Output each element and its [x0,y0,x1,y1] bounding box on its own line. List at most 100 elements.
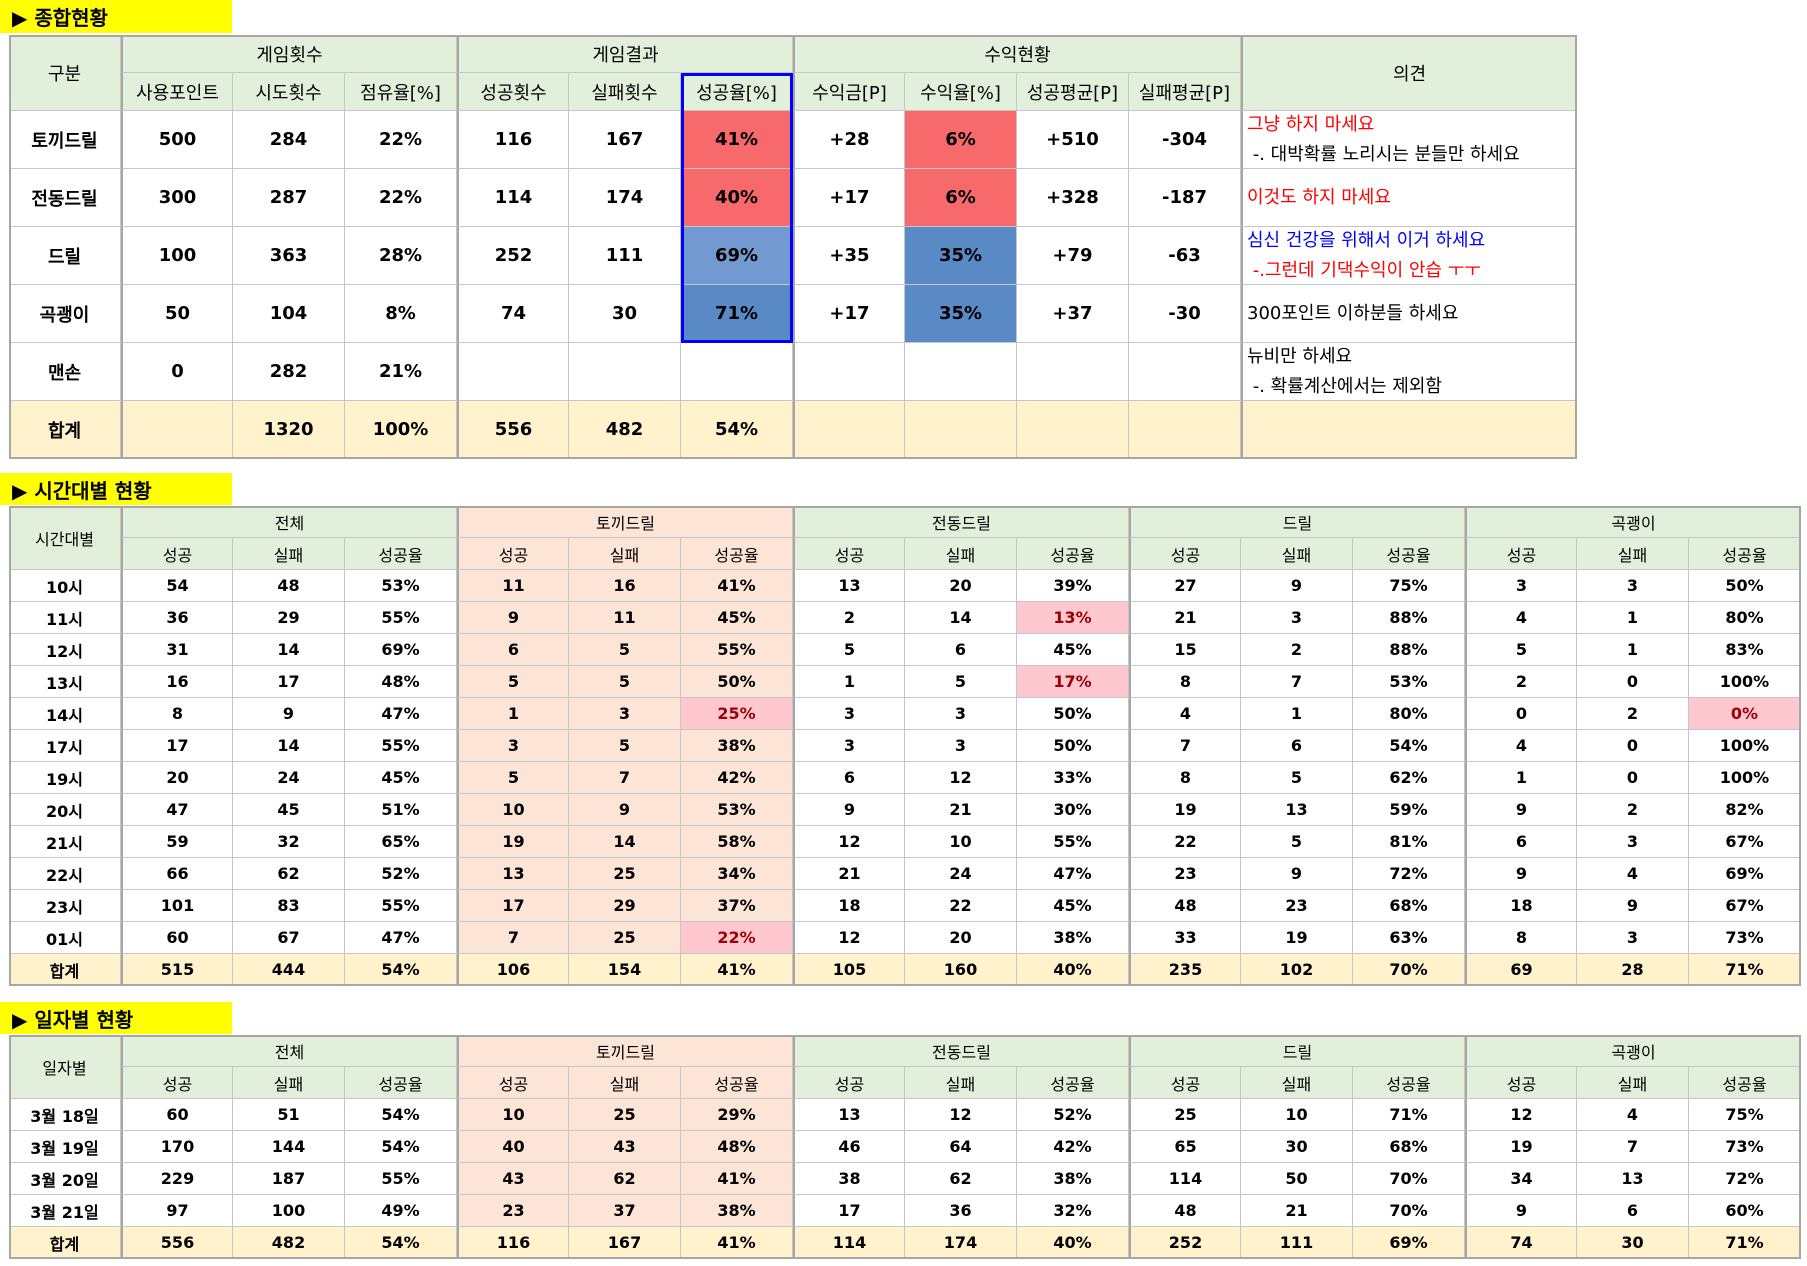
data-cell: 17 [793,1195,905,1227]
data-cell: 17시 [9,730,121,762]
group-header: 게임결과 [457,35,793,73]
data-cell: 74 [1465,1227,1577,1259]
data-cell: 160 [905,954,1017,986]
data-cell: 8 [1129,762,1241,794]
data-cell: 22시 [9,858,121,890]
data-cell: +328 [1017,169,1129,227]
data-cell: 167 [569,111,681,169]
data-cell: 50 [121,285,233,343]
data-cell: 10 [1241,1099,1353,1131]
data-cell: 9 [1241,858,1353,890]
data-cell: 60% [1689,1195,1801,1227]
column-header: 실패 [1577,1067,1689,1099]
data-cell: 3 [1577,570,1689,602]
data-cell: 52% [1017,1099,1129,1131]
data-cell: 29% [681,1099,793,1131]
data-cell: 5 [457,666,569,698]
blank-cell [793,343,905,401]
section-title: ▶ 시간대별 현황 [0,473,232,505]
data-cell: 43 [457,1163,569,1195]
opinion-line: 이것도 하지 마세요 [1247,186,1391,208]
data-cell: 38% [681,1195,793,1227]
data-cell: 22 [1129,826,1241,858]
data-cell: 70% [1353,1195,1465,1227]
data-cell: 5 [569,730,681,762]
data-cell: 3 [1577,922,1689,954]
data-cell: 114 [457,169,569,227]
blank-cell [1129,343,1241,401]
data-cell: 37% [681,890,793,922]
data-cell: 41% [681,1163,793,1195]
data-cell: 9 [457,602,569,634]
data-cell: 31 [121,634,233,666]
opinion-cell: 300포인트 이하분들 하세요 [1241,285,1577,343]
data-cell: 75% [1353,570,1465,602]
data-cell: 35% [905,285,1017,343]
data-cell: 11 [457,570,569,602]
data-cell: 7 [1129,730,1241,762]
data-cell: 81% [1353,826,1465,858]
group-header: 토끼드릴 [457,1035,793,1067]
data-cell: 20 [121,762,233,794]
data-cell: 24 [905,858,1017,890]
data-cell: 9 [1577,890,1689,922]
data-cell: 69% [1689,858,1801,890]
data-cell: 40 [457,1131,569,1163]
data-cell: 54% [345,1131,457,1163]
data-cell: 54 [121,570,233,602]
data-cell: 42% [1017,1131,1129,1163]
column-header: 점유율[%] [345,73,457,111]
data-cell: 17 [233,666,345,698]
data-cell: 71% [1689,954,1801,986]
data-cell: 14 [905,602,1017,634]
data-cell: 21 [1241,1195,1353,1227]
data-cell: 23 [1241,890,1353,922]
data-cell: 4 [1465,602,1577,634]
data-cell: 55% [345,730,457,762]
data-cell: 29 [233,602,345,634]
data-cell: 50 [1241,1163,1353,1195]
blank-cell [1241,401,1577,459]
data-cell: 21 [905,794,1017,826]
data-cell: 111 [1241,1227,1353,1259]
data-cell: 2 [793,602,905,634]
data-cell: 111 [569,227,681,285]
data-cell: 3 [1465,570,1577,602]
blank-cell [1017,343,1129,401]
data-cell: 100 [121,227,233,285]
data-cell: 74 [457,285,569,343]
data-cell: 13 [1241,794,1353,826]
data-cell: 22% [681,922,793,954]
data-cell: 3 [457,730,569,762]
data-cell: 12시 [9,634,121,666]
data-cell: 20시 [9,794,121,826]
column-header: 성공 [121,538,233,570]
data-cell: 19시 [9,762,121,794]
column-header: 성공평균[P] [1017,73,1129,111]
data-cell: 170 [121,1131,233,1163]
column-header: 성공율 [1017,538,1129,570]
opinion-cell: 뉴비만 하세요 -. 확률계산에서는 제외함 [1241,343,1577,401]
data-cell: 39% [1017,570,1129,602]
group-header: 드릴 [1129,506,1465,538]
data-cell: 300 [121,169,233,227]
data-cell: 38% [1017,1163,1129,1195]
opinion-line: -.그런데 기댁수익이 안습 ㅜㅜ [1247,259,1481,281]
data-cell: 9 [1465,1195,1577,1227]
data-cell: 62 [569,1163,681,1195]
data-cell: 70% [1353,954,1465,986]
group-header: 토끼드릴 [457,506,793,538]
data-cell: 22% [345,111,457,169]
corner-header: 구분 [9,35,121,111]
data-cell: 6 [457,634,569,666]
data-cell: 229 [121,1163,233,1195]
data-cell: 1 [457,698,569,730]
column-header: 성공율 [681,1067,793,1099]
data-cell: 17 [121,730,233,762]
data-cell: 8% [345,285,457,343]
data-cell: 65% [345,826,457,858]
data-cell: 97 [121,1195,233,1227]
data-cell: 3월 18일 [9,1099,121,1131]
data-cell: 23 [457,1195,569,1227]
data-cell: +510 [1017,111,1129,169]
